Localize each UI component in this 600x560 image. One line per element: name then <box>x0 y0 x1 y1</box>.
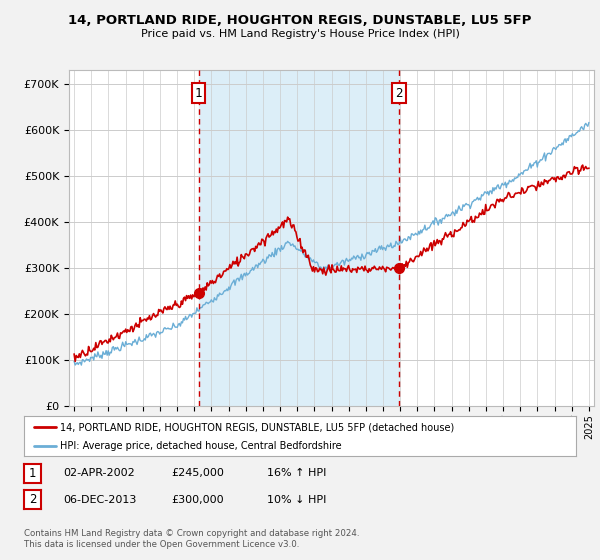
Text: £245,000: £245,000 <box>171 468 224 478</box>
Text: 1: 1 <box>29 466 36 480</box>
Text: 02-APR-2002: 02-APR-2002 <box>63 468 135 478</box>
Text: 14, PORTLAND RIDE, HOUGHTON REGIS, DUNSTABLE, LU5 5FP: 14, PORTLAND RIDE, HOUGHTON REGIS, DUNST… <box>68 14 532 27</box>
Bar <box>199 70 399 406</box>
Text: 14, PORTLAND RIDE, HOUGHTON REGIS, DUNSTABLE, LU5 5FP (detached house): 14, PORTLAND RIDE, HOUGHTON REGIS, DUNST… <box>60 422 454 432</box>
Text: 2: 2 <box>29 493 36 506</box>
Text: HPI: Average price, detached house, Central Bedfordshire: HPI: Average price, detached house, Cent… <box>60 441 341 451</box>
Text: 06-DEC-2013: 06-DEC-2013 <box>63 494 136 505</box>
Text: 1: 1 <box>195 86 202 100</box>
Text: Contains HM Land Registry data © Crown copyright and database right 2024.
This d: Contains HM Land Registry data © Crown c… <box>24 529 359 549</box>
Text: £300,000: £300,000 <box>171 494 224 505</box>
Text: Price paid vs. HM Land Registry's House Price Index (HPI): Price paid vs. HM Land Registry's House … <box>140 29 460 39</box>
Text: 2: 2 <box>395 86 403 100</box>
Text: 10% ↓ HPI: 10% ↓ HPI <box>267 494 326 505</box>
Text: 16% ↑ HPI: 16% ↑ HPI <box>267 468 326 478</box>
